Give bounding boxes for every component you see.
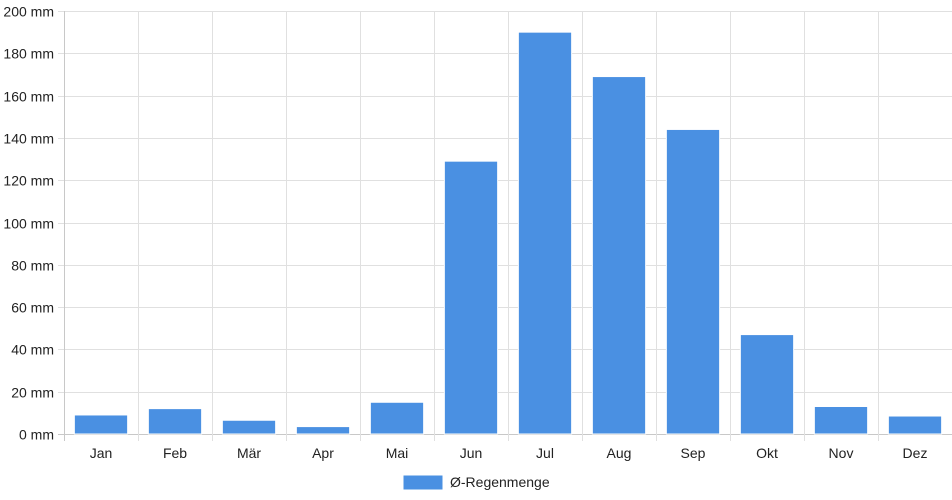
legend-swatch[interactable] xyxy=(402,474,444,491)
bar[interactable] xyxy=(443,160,499,435)
x-tick-label: Jul xyxy=(536,445,554,461)
x-tick-label: Sep xyxy=(681,445,706,461)
bar[interactable] xyxy=(591,76,647,435)
x-tick-label: Mai xyxy=(386,445,409,461)
x-tick-label: Okt xyxy=(756,445,778,461)
y-tick-label: 120 mm xyxy=(3,173,54,189)
bar[interactable] xyxy=(221,419,277,435)
y-tick-label: 60 mm xyxy=(11,300,54,316)
y-tick-label: 0 mm xyxy=(19,427,54,443)
x-tick-label: Jun xyxy=(460,445,483,461)
bars xyxy=(73,31,943,435)
bar[interactable] xyxy=(73,414,129,435)
x-tick-label: Nov xyxy=(829,445,854,461)
x-tick-label: Aug xyxy=(607,445,632,461)
bar[interactable] xyxy=(665,128,721,435)
y-tick-label: 160 mm xyxy=(3,89,54,105)
y-tick-label: 180 mm xyxy=(3,46,54,62)
bar[interactable] xyxy=(517,31,573,435)
x-tick-label: Dez xyxy=(903,445,928,461)
y-tick-label: 140 mm xyxy=(3,131,54,147)
x-tick-label: Feb xyxy=(163,445,187,461)
y-axis-tick-labels: 0 mm 20 mm 40 mm 60 mm 80 mm 100 mm 120 mm 140 … xyxy=(3,4,54,443)
bar[interactable] xyxy=(295,426,351,435)
bar[interactable] xyxy=(813,406,869,435)
y-tick-label: 20 mm xyxy=(11,385,54,401)
x-axis-tick-labels: Jan Feb Mär Apr Mai Jun Jul Aug Sep Okt Nov Dez xyxy=(90,445,928,461)
legend-label-rain[interactable]: Ø-Regenmenge xyxy=(450,474,550,490)
x-tick-label: Jan xyxy=(90,445,113,461)
bar[interactable] xyxy=(739,334,795,435)
bar[interactable] xyxy=(369,401,425,435)
y-tick-label: 80 mm xyxy=(11,258,54,274)
x-tick-label: Mär xyxy=(237,445,261,461)
bar[interactable] xyxy=(147,408,203,435)
y-tick-label: 100 mm xyxy=(3,216,54,232)
bar[interactable] xyxy=(887,415,943,435)
grid-lines xyxy=(58,11,952,441)
y-tick-label: 40 mm xyxy=(11,342,54,358)
x-tick-label: Apr xyxy=(312,445,334,461)
legend[interactable]: Ø-Regenmenge xyxy=(402,474,550,491)
y-tick-label: 200 mm xyxy=(3,4,54,20)
